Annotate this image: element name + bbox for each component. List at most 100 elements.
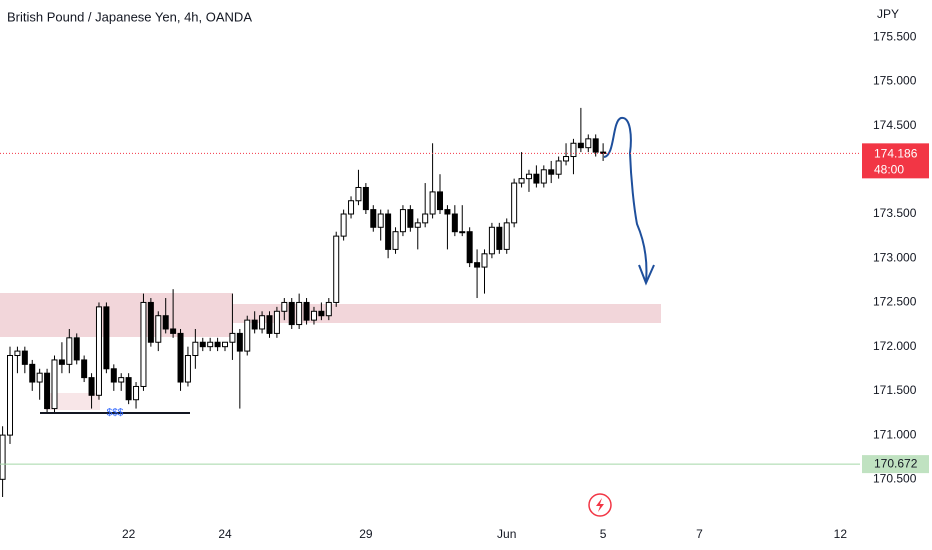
candle-body	[474, 262, 481, 268]
candle-body	[88, 377, 95, 396]
level-label: 170.672	[874, 456, 918, 470]
candle-body	[177, 332, 184, 383]
candle-body	[466, 231, 473, 264]
candle-body	[377, 213, 384, 228]
candle-body	[333, 235, 340, 303]
candle-body	[399, 209, 406, 233]
x-tick-label: 24	[218, 527, 232, 541]
candle-body	[548, 169, 555, 175]
candle-body	[563, 156, 570, 162]
x-tick-label: 12	[834, 527, 848, 541]
candle-body	[481, 253, 488, 268]
candle-body	[555, 160, 562, 175]
candle-body	[199, 341, 206, 348]
candle-body	[58, 359, 65, 365]
y-tick-label: 171.000	[873, 427, 917, 441]
arrow-head	[638, 264, 655, 286]
candle-body	[451, 213, 458, 233]
x-tick-label: 5	[600, 527, 607, 541]
candle-body	[318, 310, 325, 317]
candle-body	[36, 372, 43, 383]
candles	[0, 107, 607, 498]
supply-zone	[0, 293, 233, 337]
candle-body	[133, 385, 140, 401]
y-tick-label: 171.500	[873, 383, 917, 397]
y-tick-label: 174.500	[873, 118, 917, 132]
candle-body	[503, 222, 510, 250]
candle-body	[525, 173, 532, 180]
candle-body	[303, 301, 310, 321]
candle-body	[518, 178, 525, 184]
lightning	[596, 498, 604, 512]
candle-body	[259, 315, 266, 330]
candle-body	[244, 319, 251, 352]
candle-body	[222, 341, 229, 348]
candle-body	[422, 213, 429, 224]
candle-body	[348, 200, 355, 215]
supply-zone-extension	[233, 304, 661, 323]
level-label-box	[862, 455, 929, 474]
last-price-box	[862, 143, 929, 179]
candle-body	[155, 315, 162, 343]
candle-body	[592, 138, 599, 153]
liquidity-zone	[45, 393, 100, 410]
candle-body	[459, 231, 466, 234]
candle-body	[340, 213, 347, 237]
candle-body	[14, 350, 21, 357]
candle-body	[310, 310, 317, 321]
countdown-label: 48:00	[874, 163, 904, 177]
candle-body	[236, 332, 243, 352]
candle-body	[540, 169, 547, 184]
candle-body	[95, 306, 102, 396]
currency-label: JPY	[877, 7, 899, 21]
candle-body	[251, 319, 258, 330]
candle-body	[511, 182, 518, 224]
candle-body	[444, 209, 451, 215]
candle-body	[7, 355, 14, 436]
candle-body	[147, 301, 154, 343]
candle-body	[437, 191, 444, 211]
candle-body	[496, 226, 503, 250]
candle-body	[110, 368, 117, 383]
candle-body	[273, 310, 280, 334]
y-tick-label: 173.500	[873, 206, 917, 220]
chart-title: British Pound / Japanese Yen, 4h, OANDA	[7, 9, 252, 24]
candle-body	[51, 359, 58, 410]
candle-body	[392, 231, 399, 250]
candle-body	[118, 377, 125, 383]
candle-body	[192, 341, 199, 357]
candle-body	[44, 372, 51, 410]
candle-body	[103, 306, 110, 370]
y-tick-label: 172.500	[873, 295, 917, 309]
candle-body	[385, 213, 392, 250]
last-price-label: 174.186	[874, 147, 918, 161]
candle-body	[184, 355, 191, 383]
candle-body	[407, 209, 414, 228]
candle-body	[325, 301, 332, 317]
candle-body	[81, 359, 88, 379]
candle-body	[288, 301, 295, 326]
x-tick-label: 7	[696, 527, 703, 541]
candle-body	[162, 315, 169, 330]
x-tick-label: Jun	[497, 527, 516, 541]
candle-body	[140, 301, 147, 387]
candle-body	[207, 341, 214, 348]
candle-body	[414, 222, 421, 228]
candle-body	[125, 377, 132, 401]
candle-body	[585, 138, 592, 149]
candle-body	[429, 191, 436, 215]
candle-body	[170, 328, 177, 334]
x-tick-label: 22	[122, 527, 136, 541]
candle-body	[214, 341, 221, 348]
x-tick-label: 29	[359, 527, 373, 541]
candle-body	[570, 142, 577, 158]
candle-body	[296, 301, 303, 326]
candle-body	[533, 173, 540, 184]
y-tick-label: 175.500	[873, 29, 917, 43]
candle-body	[362, 186, 369, 211]
liquidity-annotation: $$$	[107, 408, 124, 419]
candle-body	[21, 350, 28, 365]
candle-body	[355, 186, 362, 202]
